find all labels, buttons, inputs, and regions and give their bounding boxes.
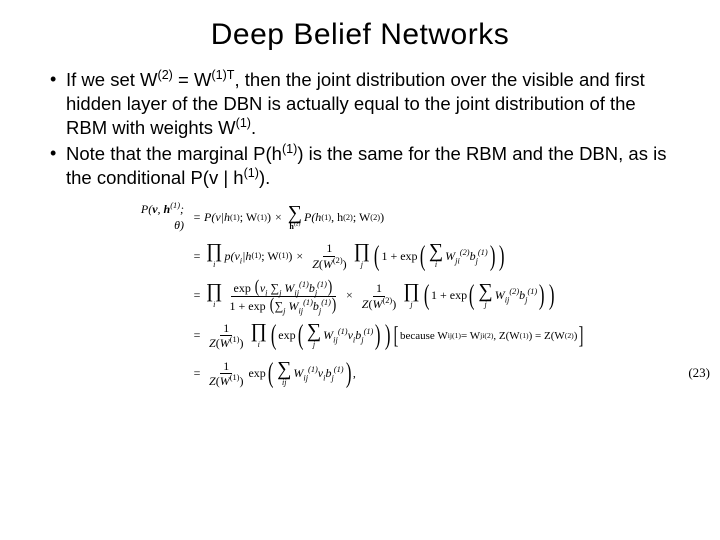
bullet-2-post: ). — [259, 167, 270, 188]
sum-2: ∑i — [429, 243, 443, 269]
bullet-2: Note that the marginal P(h(1)) is the sa… — [50, 142, 670, 190]
prod-2b: ∏j — [354, 243, 370, 269]
bullet-1-sup3: (1) — [236, 116, 251, 130]
eq-line-4: = 1 Z(W(1)) ∏i ( exp ( ∑j Wij(1)vibj(1) … — [130, 321, 670, 351]
eq4-bracket: [ because Wij(1) = Wji(2), Z(W(1)) = Z(W… — [392, 327, 585, 345]
frac-4: 1 Z(W(1)) — [206, 321, 246, 351]
eq2-rhs: ∏i p(vi|h(1); W(1)) × 1 Z(W(2)) ∏j ( 1 +… — [204, 241, 670, 271]
frac-3a: exp (vi ∑j Wij(1)bj(1)) 1 + exp (∑j Wij(… — [226, 279, 340, 313]
eq-sign-5: = — [190, 366, 204, 382]
times-1: × — [275, 210, 282, 226]
sum-1: ∑h(2) — [288, 205, 302, 231]
prod-3: ∏i — [206, 283, 222, 309]
eq3-paren: ( 1 + exp ( ∑j Wij(2)bj(1) ) ) — [422, 283, 556, 309]
times-3: × — [346, 288, 353, 304]
bullet-1-sup2: (1)T — [211, 68, 234, 82]
eq1-p1a: P(v|h — [204, 210, 230, 226]
eq4-par1: ( exp ( ∑j Wij(1)vibj(1) ) ) — [269, 323, 392, 349]
bullet-2-sup1: (1) — [282, 142, 297, 156]
eq1-lhs: P(v, h(1); θ) — [130, 202, 190, 233]
bullet-list: If we set W(2) = W(1)T, then the joint d… — [50, 68, 670, 190]
bullet-2-sup2: (1) — [244, 166, 259, 180]
eq5-exp: exp — [248, 366, 265, 382]
eq-number: (23) — [688, 365, 710, 382]
bullet-1-post: . — [251, 117, 256, 138]
eq2-paren: ( 1 + exp ( ∑i Wji(2)bj(1) ) ) — [372, 243, 506, 269]
eq5-paren: ( ∑ij Wij(1)vibj(1) ) — [266, 361, 353, 387]
frac-5: 1 Z(W(1)) — [206, 359, 246, 389]
eq5-comma: , — [353, 366, 356, 382]
bullet-1-mid1: = W — [173, 69, 212, 90]
eq-sign-2: = — [190, 249, 204, 265]
prod-2a: ∏i — [206, 243, 222, 269]
times-2: × — [296, 249, 303, 265]
bullet-2-pre: Note that the marginal P(h — [66, 143, 282, 164]
bullet-1-pre: If we set W — [66, 69, 158, 90]
eq5-rhs: 1 Z(W(1)) exp ( ∑ij Wij(1)vibj(1) ) , — [204, 359, 670, 389]
eq-sign-4: = — [190, 328, 204, 344]
eq-line-2: = ∏i p(vi|h(1); W(1)) × 1 Z(W(2)) ∏j ( 1… — [130, 241, 670, 271]
eq1-rhs: P(v|h(1); W(1)) × ∑h(2) P(h(1), h(2); W(… — [204, 205, 670, 231]
eq3-rhs: ∏i exp (vi ∑j Wij(1)bj(1)) 1 + exp (∑j W… — [204, 279, 670, 313]
slide-title: Deep Belief Networks — [50, 18, 670, 52]
frac-2: 1 Z(W(2)) — [309, 241, 349, 271]
prod-3b: ∏j — [403, 283, 419, 309]
eq1-p2: P(h — [304, 210, 321, 226]
eq-line-1: P(v, h(1); θ) = P(v|h(1); W(1)) × ∑h(2) … — [130, 202, 670, 233]
eq2-p: p(vi|h — [224, 249, 251, 265]
frac-3b: 1 Z(W(2)) — [359, 281, 399, 311]
eq-sign: = — [190, 210, 204, 226]
bullet-1-sup1: (2) — [158, 68, 173, 82]
bullet-1: If we set W(2) = W(1)T, then the joint d… — [50, 68, 670, 140]
eq-line-5: = 1 Z(W(1)) exp ( ∑ij Wij(1)vibj(1) ) , … — [130, 359, 670, 389]
slide-container: Deep Belief Networks If we set W(2) = W(… — [0, 0, 720, 540]
eq-line-3: = ∏i exp (vi ∑j Wij(1)bj(1)) 1 + exp (∑j… — [130, 279, 670, 313]
eq4-rhs: 1 Z(W(1)) ∏i ( exp ( ∑j Wij(1)vibj(1) ) … — [204, 321, 670, 351]
prod-4: ∏i — [250, 323, 266, 349]
equations-block: P(v, h(1); θ) = P(v|h(1); W(1)) × ∑h(2) … — [50, 202, 670, 388]
eq-sign-3: = — [190, 288, 204, 304]
